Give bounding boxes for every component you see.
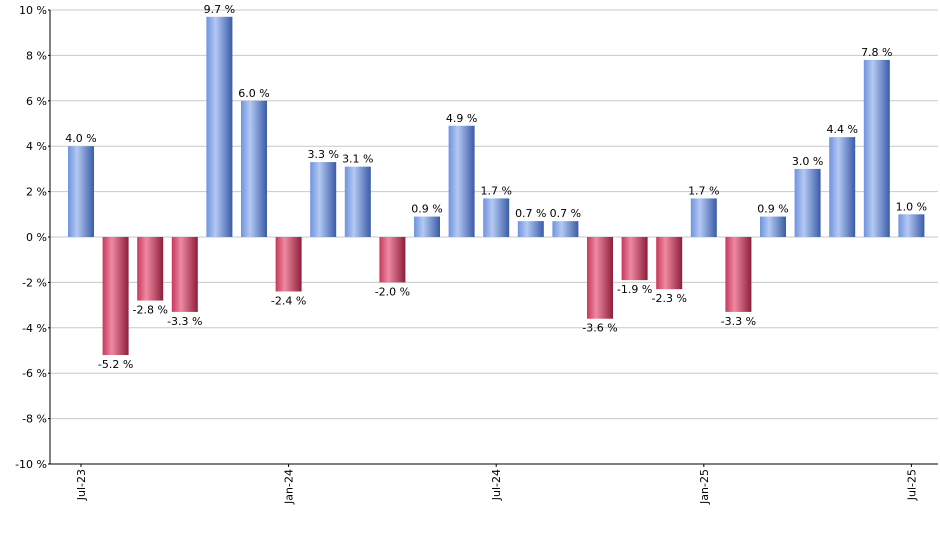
bar-apr-24[interactable]: [379, 237, 406, 283]
data-label: 4.4 %: [826, 123, 857, 136]
bar-jul-23[interactable]: [68, 146, 94, 237]
data-label: 4.9 %: [446, 112, 477, 125]
bar-jan-25[interactable]: [690, 198, 717, 237]
x-tick-label: Jul-25: [905, 469, 918, 501]
bar-aug-23[interactable]: [102, 237, 129, 356]
x-tick-label: Jan-24: [283, 469, 296, 505]
bar-sep-24[interactable]: [552, 221, 579, 237]
data-label: 7.8 %: [861, 46, 892, 59]
y-tick-label: -8 %: [22, 413, 47, 426]
data-label: 1.0 %: [896, 200, 927, 213]
bar-may-25[interactable]: [829, 137, 856, 237]
y-tick-label: -10 %: [15, 458, 47, 471]
data-label: -3.6 %: [582, 322, 617, 335]
data-label: -2.8 %: [132, 304, 167, 317]
bar-mar-24[interactable]: [344, 166, 371, 237]
bar-nov-23[interactable]: [206, 16, 233, 238]
y-tick-label: -6 %: [22, 367, 47, 380]
bar-sep-23[interactable]: [137, 237, 164, 301]
data-label: 0.9 %: [757, 203, 788, 216]
bar-apr-25[interactable]: [794, 168, 821, 237]
data-label: -1.9 %: [617, 283, 652, 296]
x-tick-label: Jul-23: [75, 469, 88, 501]
bar-feb-25[interactable]: [725, 237, 752, 312]
data-label: 0.7 %: [550, 207, 581, 220]
data-label: 3.1 %: [342, 153, 373, 166]
y-tick-label: 0 %: [26, 231, 47, 244]
data-label: 0.7 %: [515, 207, 546, 220]
bar-dec-23[interactable]: [241, 100, 267, 237]
y-tick-label: -2 %: [22, 276, 47, 289]
data-label: 1.7 %: [480, 184, 511, 197]
data-label: 4.0 %: [65, 132, 96, 145]
y-tick-label: -4 %: [22, 322, 47, 335]
bar-feb-24[interactable]: [310, 162, 337, 237]
axes: -10 % -8 % -6 % -4 % -2 % 0 % 2 % 4 % 6 % 8 % 10 %…: [15, 4, 938, 505]
bar-oct-23[interactable]: [171, 237, 198, 312]
bar-nov-24[interactable]: [621, 237, 648, 281]
data-label: -3.3 %: [721, 315, 756, 328]
data-label: 6.0 %: [238, 87, 269, 100]
data-label: 3.3 %: [307, 148, 338, 161]
bar-mar-25[interactable]: [760, 216, 786, 237]
bar-aug-24[interactable]: [517, 221, 544, 237]
bars: [68, 16, 925, 356]
bar-jul-24[interactable]: [483, 198, 510, 237]
data-label: 9.7 %: [204, 3, 235, 16]
x-tick-label: Jan-25: [698, 469, 711, 505]
x-tick-label: Jul-24: [490, 469, 503, 501]
data-label: 3.0 %: [792, 155, 823, 168]
bar-jul-25[interactable]: [898, 214, 925, 237]
data-labels: 4.0 %-5.2 %-2.8 %-3.3 %9.7 %6.0 %-2.4 %3…: [65, 3, 927, 371]
data-label: -5.2 %: [98, 358, 133, 371]
bar-jun-24[interactable]: [448, 125, 475, 237]
y-tick-label: 2 %: [26, 186, 47, 199]
y-tick-label: 4 %: [26, 140, 47, 153]
bar-may-24[interactable]: [414, 216, 440, 237]
data-label: -3.3 %: [167, 315, 202, 328]
bar-dec-24[interactable]: [656, 237, 683, 290]
data-label: -2.4 %: [271, 294, 306, 307]
data-label: 1.7 %: [688, 184, 719, 197]
data-label: 0.9 %: [411, 203, 442, 216]
bar-jun-25[interactable]: [863, 59, 890, 237]
bar-oct-24[interactable]: [587, 237, 613, 319]
y-tick-label: 6 %: [26, 95, 47, 108]
bar-jan-24[interactable]: [275, 237, 302, 292]
data-label: -2.0 %: [375, 285, 410, 298]
y-tick-label: 10 %: [19, 4, 47, 17]
data-label: -2.3 %: [651, 292, 686, 305]
y-tick-label: 8 %: [26, 49, 47, 62]
